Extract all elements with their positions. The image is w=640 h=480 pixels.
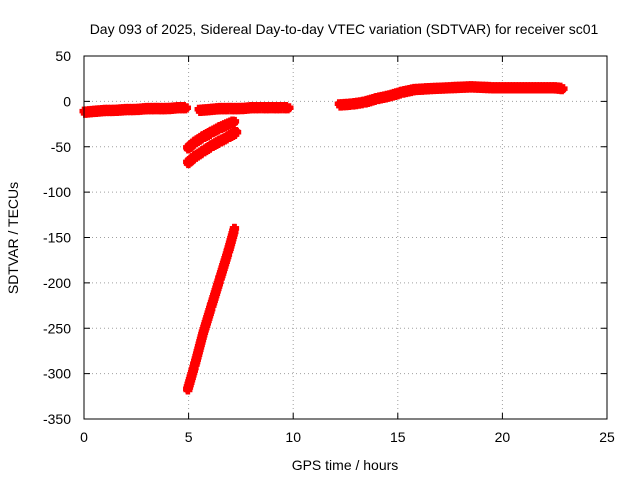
x-tick-label: 5 xyxy=(185,429,193,445)
y-tick-label: -300 xyxy=(43,366,71,382)
data-point xyxy=(232,127,242,137)
data-series-5 xyxy=(183,223,240,395)
data-series-3 xyxy=(183,116,240,154)
y-tick-label: 0 xyxy=(63,93,71,109)
y-tick-label: -50 xyxy=(51,139,71,155)
y-tick-label: -250 xyxy=(43,320,71,336)
x-tick-label: 20 xyxy=(495,429,511,445)
data-series-4 xyxy=(183,127,242,169)
data-point xyxy=(182,103,192,113)
y-axis-label: SDTVAR / TECUs xyxy=(5,182,21,294)
series-layer xyxy=(79,81,568,395)
x-tick-label: 10 xyxy=(285,429,301,445)
chart-title: Day 093 of 2025, Sidereal Day-to-day VTE… xyxy=(90,21,599,37)
data-point xyxy=(230,223,240,233)
x-axis-label: GPS time / hours xyxy=(292,457,399,473)
y-tick-label: -350 xyxy=(43,411,71,427)
x-tick-label: 0 xyxy=(80,429,88,445)
y-tick-label: 50 xyxy=(55,48,71,64)
data-series-1 xyxy=(79,102,192,118)
data-series-6 xyxy=(334,81,568,111)
data-point xyxy=(230,116,240,126)
x-tick-label: 15 xyxy=(390,429,406,445)
data-point xyxy=(558,84,568,94)
x-tick-label: 25 xyxy=(599,429,615,445)
grid-layer xyxy=(84,56,607,419)
y-tick-label: -150 xyxy=(43,230,71,246)
data-point xyxy=(284,103,294,113)
y-tick-label: -100 xyxy=(43,184,71,200)
tick-layer: 0 5 10 15 20 25 50 0 -50 -100 -150 -200 -250 -300 -350 xyxy=(43,48,615,445)
data-series-2 xyxy=(194,102,294,117)
y-tick-label: -200 xyxy=(43,275,71,291)
